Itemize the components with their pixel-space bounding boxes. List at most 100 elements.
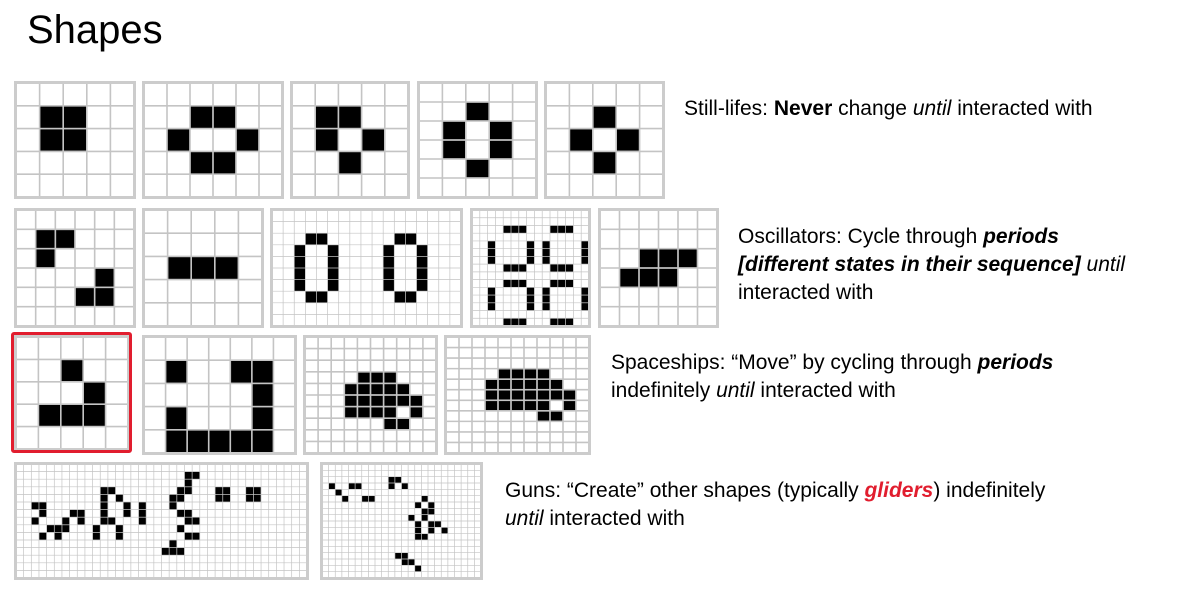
live-cell bbox=[169, 502, 177, 510]
live-cell bbox=[542, 287, 550, 295]
oscillators-description: Oscillators: Cycle through periods [diffe… bbox=[738, 223, 1125, 307]
live-cell bbox=[487, 256, 496, 264]
live-cell bbox=[166, 361, 187, 383]
description-segment: until bbox=[505, 507, 544, 530]
live-cell bbox=[184, 517, 192, 525]
live-cell bbox=[39, 509, 47, 517]
live-cell bbox=[358, 372, 370, 383]
live-cell bbox=[550, 379, 563, 389]
oscillator-pattern-3 bbox=[270, 208, 463, 328]
live-cell bbox=[485, 401, 498, 411]
live-cell bbox=[138, 509, 146, 517]
live-cell bbox=[487, 295, 496, 303]
live-cell bbox=[348, 483, 355, 489]
live-cell bbox=[466, 159, 489, 178]
live-cell bbox=[659, 249, 678, 268]
description-segment: gliders bbox=[864, 479, 934, 502]
live-cell bbox=[416, 256, 428, 268]
live-cell bbox=[215, 487, 223, 495]
live-cell bbox=[498, 379, 511, 389]
live-cell bbox=[526, 249, 535, 257]
grid-frame bbox=[290, 81, 410, 199]
live-cell bbox=[316, 233, 328, 245]
grid-frame bbox=[417, 81, 538, 199]
live-cell bbox=[397, 419, 409, 429]
description-line: [different states in their sequence] unt… bbox=[738, 251, 1125, 279]
live-cell bbox=[405, 291, 417, 303]
live-cell bbox=[415, 565, 422, 572]
grid-frame bbox=[14, 81, 136, 199]
live-cell bbox=[384, 384, 396, 395]
live-cell bbox=[388, 477, 395, 483]
gun-pattern-2 bbox=[320, 462, 483, 580]
live-cell bbox=[327, 256, 339, 268]
live-cell bbox=[36, 230, 55, 248]
description-segment: ) indefinitely bbox=[933, 479, 1046, 502]
description-line: until interacted with bbox=[505, 505, 1045, 533]
live-cell bbox=[223, 494, 231, 502]
live-cell bbox=[550, 390, 563, 400]
live-cell bbox=[593, 152, 616, 174]
description-segment: until bbox=[1086, 253, 1126, 276]
live-cell bbox=[383, 268, 394, 280]
live-cell bbox=[184, 479, 192, 487]
live-cell bbox=[77, 509, 85, 517]
description-line: Spaceships: “Move” by cycling through pe… bbox=[611, 349, 1053, 377]
live-cell bbox=[570, 129, 592, 151]
live-cell bbox=[62, 517, 70, 525]
live-cell bbox=[542, 249, 550, 257]
live-cell bbox=[511, 401, 524, 411]
live-cell bbox=[39, 405, 60, 426]
grid-frame bbox=[142, 81, 284, 199]
live-cell bbox=[327, 268, 339, 280]
live-cell bbox=[345, 395, 357, 406]
live-cell bbox=[639, 249, 658, 268]
live-cell bbox=[166, 407, 187, 429]
live-cell bbox=[40, 106, 63, 128]
grid-frame bbox=[544, 81, 665, 199]
oscillator-pattern-5 bbox=[598, 208, 719, 328]
still-life-pattern-2 bbox=[142, 81, 284, 199]
live-cell bbox=[537, 369, 550, 379]
live-cell bbox=[46, 525, 54, 533]
live-cell bbox=[421, 534, 428, 540]
live-cell bbox=[100, 487, 108, 495]
grid-frame bbox=[142, 208, 264, 328]
live-cell bbox=[316, 106, 338, 128]
spaceships-description: Spaceships: “Move” by cycling through pe… bbox=[611, 349, 1053, 405]
selected-glider-highlight bbox=[11, 332, 132, 453]
live-cell bbox=[215, 494, 223, 502]
live-cell bbox=[581, 256, 589, 264]
live-cell bbox=[487, 303, 496, 311]
live-cell bbox=[371, 407, 383, 418]
description-segment: periods bbox=[977, 351, 1054, 374]
live-cell bbox=[40, 129, 63, 151]
live-cell bbox=[519, 279, 527, 287]
live-cell bbox=[138, 517, 146, 525]
live-cell bbox=[213, 152, 236, 174]
live-cell bbox=[305, 233, 317, 245]
spaceship-pattern-3 bbox=[303, 335, 438, 455]
live-cell bbox=[345, 384, 357, 395]
live-cell bbox=[371, 384, 383, 395]
live-cell bbox=[177, 525, 185, 533]
description-segment: Still-lifes: bbox=[684, 97, 774, 120]
live-cell bbox=[177, 487, 185, 495]
grid-frame bbox=[303, 335, 438, 455]
live-cell bbox=[421, 508, 428, 515]
live-cell bbox=[519, 225, 527, 233]
guns-description: Guns: “Create” other shapes (typically g… bbox=[505, 477, 1045, 533]
live-cell bbox=[123, 509, 131, 517]
live-cell bbox=[408, 559, 415, 565]
live-cell bbox=[355, 483, 362, 489]
live-cell bbox=[558, 264, 566, 272]
live-cell bbox=[184, 509, 192, 517]
description-line: Still-lifes: Never change until interact… bbox=[684, 95, 1093, 123]
live-cell bbox=[511, 390, 524, 400]
live-cell bbox=[415, 534, 422, 540]
live-cell bbox=[115, 494, 123, 502]
live-cell bbox=[487, 287, 496, 295]
live-cell bbox=[177, 509, 185, 517]
live-cell bbox=[384, 372, 396, 383]
live-cell bbox=[383, 245, 394, 257]
